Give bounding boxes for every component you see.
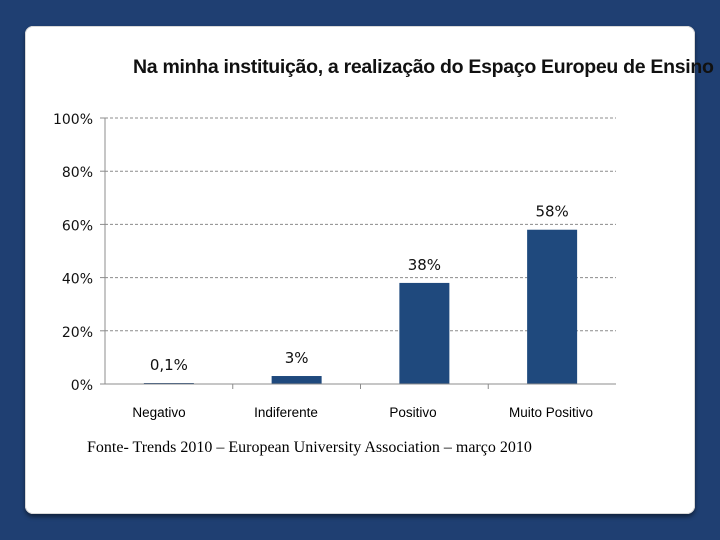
x-tick-label-positivo: Positivo <box>389 405 437 420</box>
bar-indiferente <box>271 376 322 384</box>
data-label-indiferente: 3% <box>285 349 309 367</box>
y-tick-label-40: 40% <box>62 272 93 288</box>
y-tick-label-100: 100% <box>53 112 93 128</box>
axes <box>104 118 616 389</box>
source-note: Fonte- Trends 2010 – European University… <box>87 439 532 456</box>
data-label-positivo: 38% <box>408 256 441 274</box>
chart-title: Na minha instituição, a realização do Es… <box>133 56 714 78</box>
data-label-muito-positivo: 58% <box>535 203 568 221</box>
data-label-negativo: 0,1% <box>150 356 188 374</box>
bars <box>143 229 578 384</box>
x-tick-label-muito-positivo: Muito Positivo <box>508 405 594 420</box>
y-tick-label-60: 60% <box>62 218 93 234</box>
y-tick-label-20: 20% <box>62 325 93 341</box>
y-axis-ticks: 0% 20% 40% 60% 80% 100% <box>53 112 105 394</box>
bar-chart: 0% 20% 40% 60% 80% 100% 0,1% 3% 38% 58% <box>53 112 616 394</box>
y-tick-label-0: 0% <box>71 378 93 394</box>
bar-positivo <box>399 282 450 384</box>
data-labels: 0,1% 3% 38% 58% <box>150 203 569 374</box>
x-tick-label-indiferente: Indiferente <box>254 405 318 420</box>
y-tick-label-80: 80% <box>62 165 93 181</box>
x-tick-label-negativo: Negativo <box>132 405 186 420</box>
bar-muito-positivo <box>527 229 578 384</box>
slide-card: Na minha instituição, a realização do Es… <box>25 26 714 514</box>
